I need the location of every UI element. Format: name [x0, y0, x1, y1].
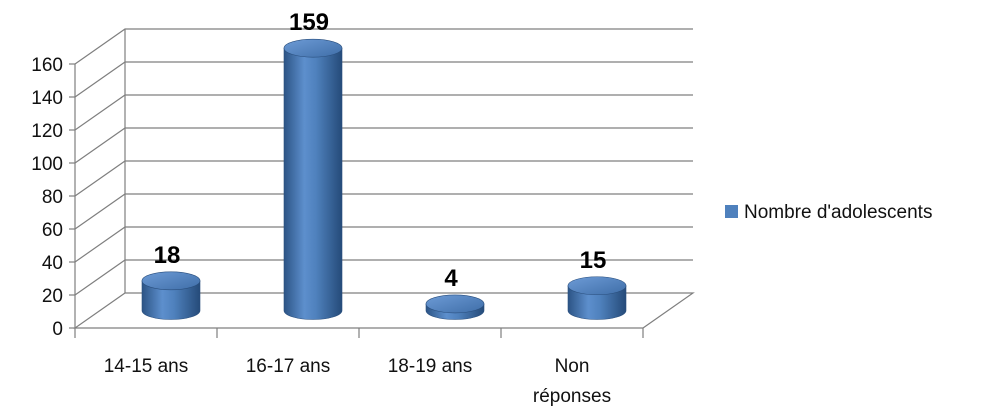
y-axis-ticks: 0 20 40 60 80 100 120 140 160	[31, 55, 75, 340]
data-label: 15	[580, 247, 607, 274]
y-tick-label: 160	[31, 55, 63, 76]
y-tick-label: 120	[31, 121, 63, 142]
x-category-label: Non	[555, 356, 590, 377]
bars: 18 159 4 15	[141, 9, 627, 320]
bar-body	[141, 280, 201, 320]
legend-swatch	[725, 205, 738, 218]
gridline	[74, 127, 693, 164]
bar-body	[567, 285, 627, 320]
y-tick-label: 20	[42, 286, 63, 307]
y-tick-label: 0	[52, 319, 63, 340]
legend-label: Nombre d'adolescents	[744, 202, 932, 223]
data-label: 159	[289, 9, 329, 36]
x-category-label: réponses	[533, 386, 611, 407]
y-tick-label: 140	[31, 88, 63, 109]
x-category-label: 18-19 ans	[388, 356, 473, 377]
y-tick-label: 100	[31, 154, 63, 175]
data-label: 4	[444, 265, 458, 292]
gridline	[74, 193, 693, 230]
gridline	[74, 94, 693, 131]
gridline	[74, 259, 693, 296]
y-tick-label: 60	[42, 220, 63, 241]
gridline	[74, 28, 693, 65]
gridline	[74, 226, 693, 263]
x-category-label: 14-15 ans	[104, 356, 189, 377]
data-label: 18	[154, 242, 181, 269]
legend: Nombre d'adolescents	[725, 202, 932, 223]
x-category-label: 16-17 ans	[246, 356, 331, 377]
y-tick-label: 40	[42, 253, 63, 274]
bar-3: 4	[425, 265, 485, 320]
bar-top	[283, 38, 343, 58]
y-tick-label: 80	[42, 187, 63, 208]
bar-2: 159	[283, 9, 343, 320]
gridline	[74, 160, 693, 197]
bar-body	[283, 47, 343, 320]
bar-1: 18	[141, 242, 201, 320]
chart-floor	[73, 292, 695, 329]
bar-4: 15	[567, 247, 627, 320]
chart-walls	[73, 28, 695, 338]
bar-top	[425, 294, 485, 314]
x-axis-labels: 14-15 ans 16-17 ans 18-19 ans Non réponses	[104, 356, 611, 407]
bar-top	[141, 271, 201, 291]
gridline	[74, 61, 693, 98]
bar-top	[567, 276, 627, 296]
